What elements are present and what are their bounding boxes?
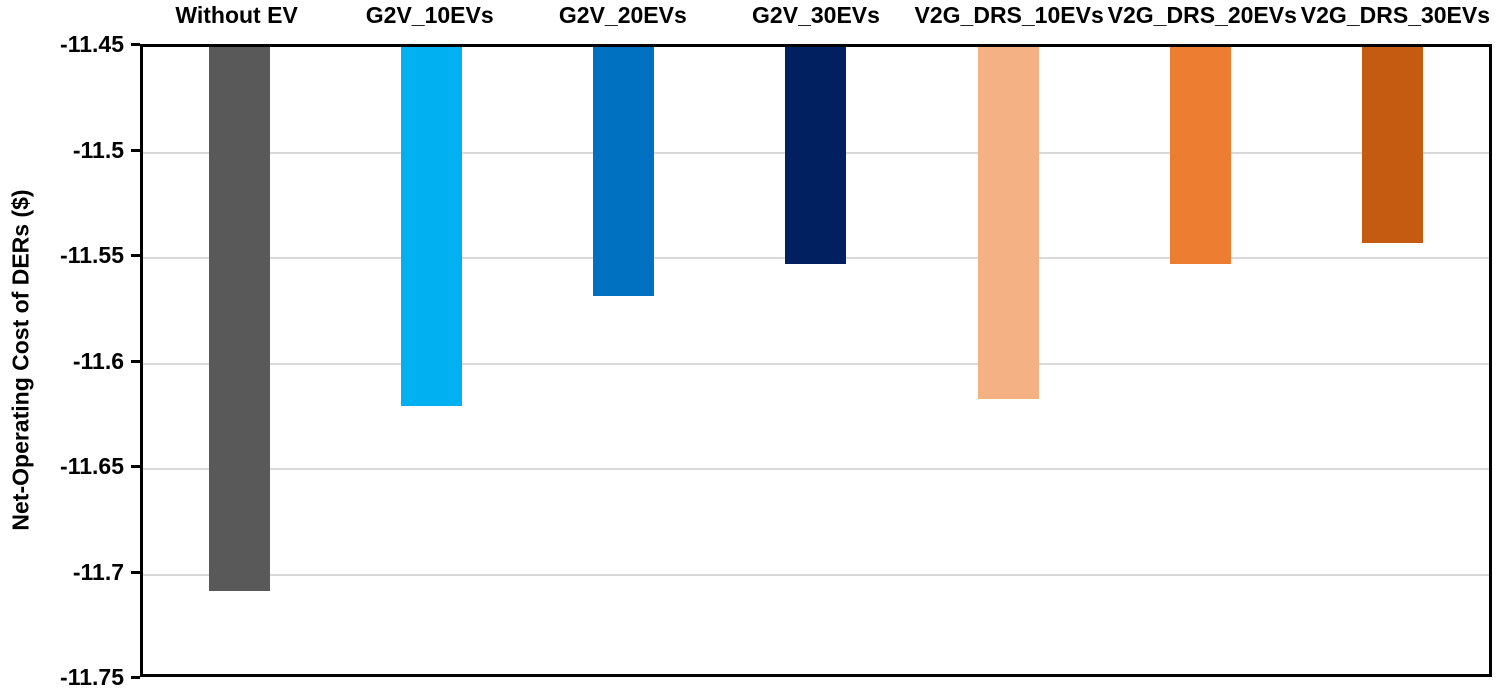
category-labels: Without EV G2V_10EVs G2V_20EVs G2V_30EVs V2G… (140, 0, 1492, 30)
gridline (143, 573, 1489, 576)
bar-v2g-drs-30evs (1362, 47, 1424, 244)
bars (143, 47, 1489, 674)
bar-slot-without-ev (143, 47, 335, 674)
bar-g2v-20evs (593, 47, 655, 296)
y-tick-label: -11.45 (60, 31, 124, 57)
y-tick-mark (131, 254, 140, 257)
y-tick-mark (131, 676, 140, 679)
y-tick-label: -11.55 (60, 242, 124, 268)
category-label-v2g-drs-20evs: V2G_DRS_20EVs (1107, 1, 1297, 28)
bar-slot-g2v-20evs (528, 47, 720, 674)
category-label-g2v-10evs: G2V_10EVs (365, 1, 494, 28)
bar-g2v-10evs (400, 47, 462, 406)
category-label-without-ev: Without EV (175, 1, 298, 28)
gridline (143, 468, 1489, 470)
y-tick-label: -11.65 (60, 453, 124, 479)
bar-slot-v2g-drs-20evs (1104, 47, 1296, 674)
y-tick-mark (131, 148, 140, 152)
bar-v2g-drs-10evs (977, 47, 1039, 400)
gridline (143, 362, 1489, 365)
bar-slot-v2g-drs-30evs (1297, 47, 1489, 674)
y-tick-mark (131, 570, 140, 574)
y-tick-label: -11.5 (72, 136, 124, 163)
category-label-v2g-drs-10evs: V2G_DRS_10EVs (914, 1, 1104, 28)
y-tick-mark (131, 43, 140, 46)
plot-area (140, 44, 1492, 677)
bar-g2v-30evs (785, 47, 847, 265)
bar-slot-g2v-10evs (335, 47, 527, 674)
y-tick-label: -11.6 (72, 347, 124, 374)
bar-v2g-drs-20evs (1170, 47, 1232, 265)
y-tick-label: -11.75 (60, 664, 124, 690)
bar-slot-g2v-30evs (720, 47, 912, 674)
category-label-v2g-drs-30evs: V2G_DRS_30EVs (1300, 1, 1491, 28)
category-label-g2v-30evs: G2V_30EVs (752, 1, 880, 28)
bar-slot-v2g-drs-10evs (912, 47, 1104, 674)
y-tick-mark (131, 359, 140, 363)
y-tick-label: -11.7 (72, 558, 124, 585)
y-tick-mark (131, 465, 140, 468)
bar-without-ev (208, 47, 270, 592)
category-label-g2v-20evs: G2V_20EVs (558, 1, 687, 28)
